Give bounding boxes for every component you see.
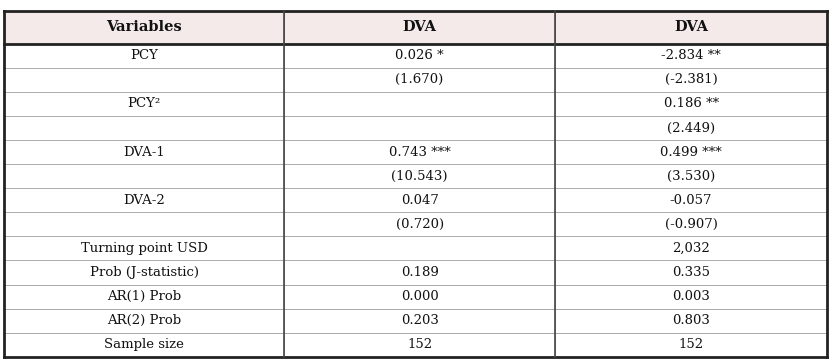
Bar (4, 164, 284, 188)
Text: PCY: PCY (130, 49, 158, 62)
Text: DVA: DVA (674, 20, 708, 34)
Bar (4, 260, 284, 285)
Text: PCY²: PCY² (127, 98, 160, 110)
Bar (284, 92, 555, 116)
Text: 2,032: 2,032 (672, 242, 710, 255)
Text: 0.499 ***: 0.499 *** (660, 146, 722, 159)
Bar (4, 188, 284, 212)
Bar (4, 285, 284, 309)
Bar (555, 68, 827, 92)
Bar (4, 212, 284, 236)
Bar (284, 236, 555, 260)
Text: Prob (J-statistic): Prob (J-statistic) (90, 266, 199, 279)
Text: Variables: Variables (106, 20, 182, 34)
Bar (4, 68, 284, 92)
Bar (555, 92, 827, 116)
Bar (555, 236, 827, 260)
Bar (284, 164, 555, 188)
Text: -0.057: -0.057 (670, 194, 712, 207)
Text: DVA-2: DVA-2 (123, 194, 165, 207)
Bar (4, 236, 284, 260)
Text: 0.203: 0.203 (401, 314, 439, 327)
Bar (284, 212, 555, 236)
Bar (4, 92, 284, 116)
Text: (2.449): (2.449) (667, 122, 715, 135)
Text: 0.743 ***: 0.743 *** (389, 146, 450, 159)
Text: 0.189: 0.189 (401, 266, 439, 279)
Text: 0.047: 0.047 (401, 194, 439, 207)
Bar (284, 68, 555, 92)
Text: AR(2) Prob: AR(2) Prob (107, 314, 181, 327)
Text: 0.335: 0.335 (672, 266, 711, 279)
Bar (555, 285, 827, 309)
Bar (284, 116, 555, 140)
Text: -2.834 **: -2.834 ** (661, 49, 721, 62)
Bar (555, 44, 827, 68)
Bar (284, 309, 555, 333)
Bar (555, 309, 827, 333)
Bar (284, 285, 555, 309)
Text: (1.670): (1.670) (396, 74, 444, 86)
Bar (284, 188, 555, 212)
Bar (555, 188, 827, 212)
Text: DVA: DVA (402, 20, 436, 34)
Bar (4, 140, 284, 164)
Bar (555, 140, 827, 164)
Text: 0.026 *: 0.026 * (396, 49, 444, 62)
Bar (284, 260, 555, 285)
Text: (-0.907): (-0.907) (665, 218, 717, 231)
Text: (10.543): (10.543) (391, 170, 448, 183)
Bar (284, 333, 555, 357)
Bar (4, 116, 284, 140)
Text: DVA-1: DVA-1 (123, 146, 165, 159)
Text: 152: 152 (679, 338, 704, 351)
Bar (284, 140, 555, 164)
Bar (4, 333, 284, 357)
Text: 0.003: 0.003 (672, 290, 710, 303)
Bar (555, 164, 827, 188)
Bar (284, 44, 555, 68)
Bar (4, 11, 284, 44)
Text: 0.186 **: 0.186 ** (663, 98, 719, 110)
Bar (555, 212, 827, 236)
Bar (284, 11, 555, 44)
Text: (3.530): (3.530) (667, 170, 715, 183)
Bar (555, 260, 827, 285)
Bar (4, 44, 284, 68)
Bar (555, 116, 827, 140)
Bar (555, 11, 827, 44)
Text: (-2.381): (-2.381) (665, 74, 717, 86)
Text: (0.720): (0.720) (396, 218, 444, 231)
Bar (4, 309, 284, 333)
Text: 0.000: 0.000 (401, 290, 439, 303)
Text: Sample size: Sample size (104, 338, 184, 351)
Text: 0.803: 0.803 (672, 314, 710, 327)
Bar (555, 333, 827, 357)
Text: AR(1) Prob: AR(1) Prob (107, 290, 181, 303)
Text: Turning point USD: Turning point USD (81, 242, 208, 255)
Text: 152: 152 (407, 338, 432, 351)
